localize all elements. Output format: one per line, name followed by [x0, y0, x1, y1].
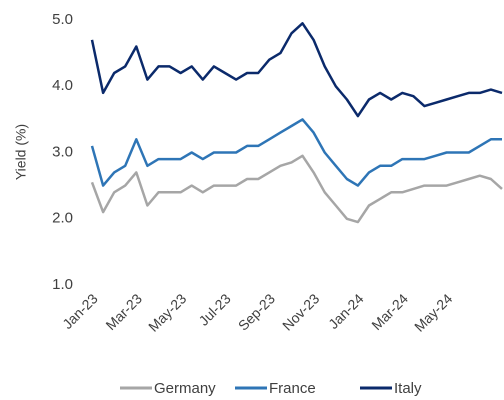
y-tick-label: 2.0: [52, 210, 73, 227]
x-tick-label: Mar-23: [102, 290, 145, 333]
x-tick-label: Nov-23: [279, 290, 322, 333]
y-axis-label: Yield (%): [13, 124, 29, 180]
legend-label: Italy: [394, 380, 422, 397]
x-tick-label: Jan-24: [325, 290, 367, 332]
x-tick-label: Jan-23: [59, 290, 101, 332]
x-tick-label: Sep-23: [235, 290, 278, 333]
legend-label: Germany: [154, 380, 216, 397]
line-series: [90, 22, 503, 118]
line-series: [90, 154, 503, 224]
legend-label: France: [269, 380, 316, 397]
y-tick-label: 3.0: [52, 143, 73, 160]
x-tick-label: Mar-24: [368, 290, 411, 333]
x-tick-label: May-24: [411, 290, 455, 334]
x-tick-label: May-23: [145, 290, 189, 334]
x-tick-label: Jul-23: [195, 290, 233, 328]
y-tick-label: 1.0: [52, 276, 73, 293]
y-tick-label: 4.0: [52, 77, 73, 94]
y-tick-label: 5.0: [52, 11, 73, 28]
line-series: [90, 118, 502, 187]
